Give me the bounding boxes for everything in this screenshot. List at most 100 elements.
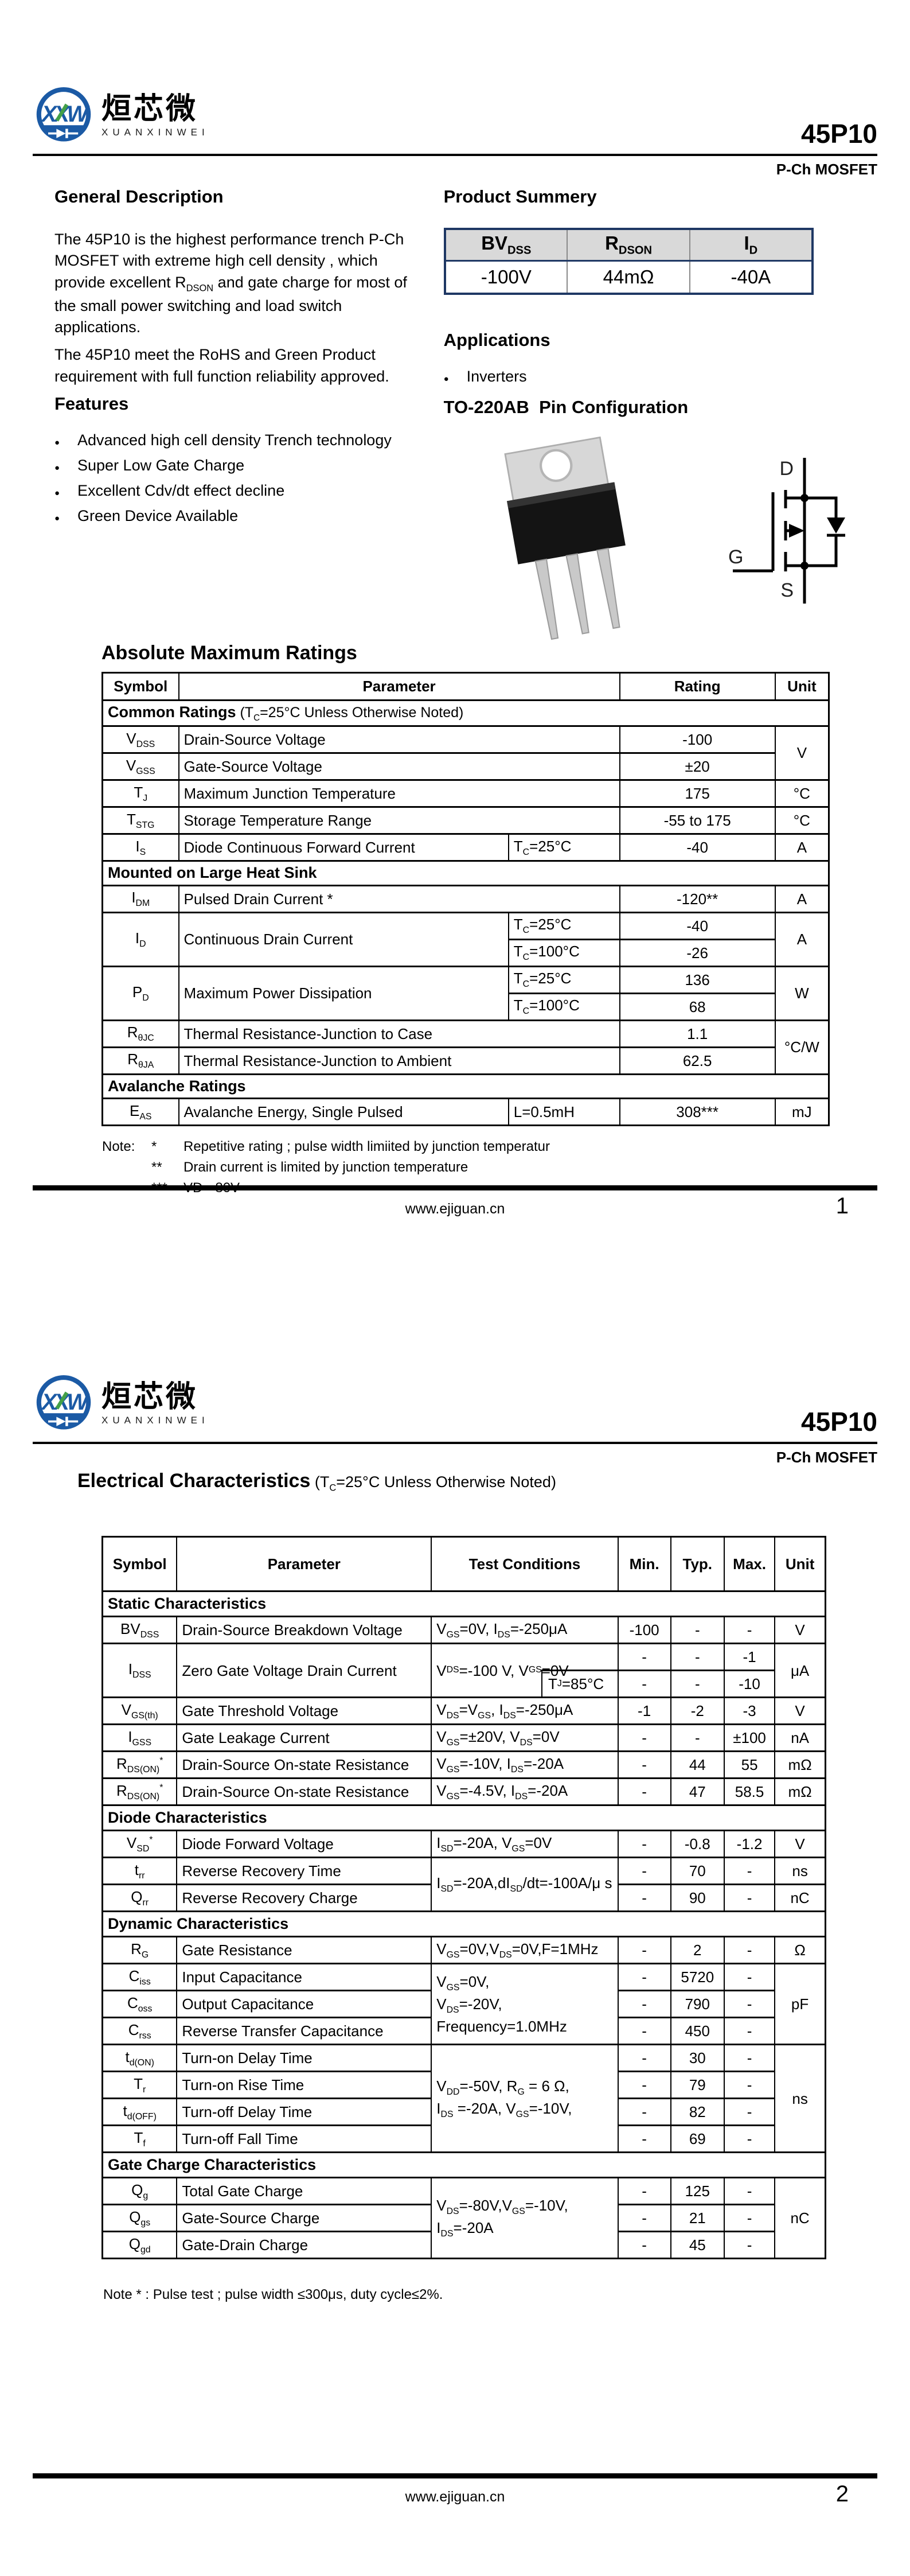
pin-configuration-graphics: D G S bbox=[482, 436, 859, 640]
intro-right-column: Product Summery BVDSS RDSON ID -100V 44mΩ -40… bbox=[431, 186, 856, 639]
cell: A bbox=[774, 884, 830, 913]
cell: 79 bbox=[670, 2071, 725, 2100]
table-row: Ciss Input Capacitance VGS=0V, VDS=-20V, Fre… bbox=[101, 1963, 826, 2046]
cell: Maximum Junction Temperature bbox=[178, 779, 620, 808]
cell: L=0.5mH bbox=[507, 1098, 620, 1127]
cell: TJ bbox=[101, 779, 179, 808]
cell: - bbox=[723, 2204, 776, 2233]
table-row: IS Diode Continuous Forward Current TC=25°… bbox=[101, 833, 830, 862]
cell: - bbox=[617, 1884, 671, 1913]
cell: RθJC bbox=[101, 1019, 179, 1048]
table-row: Qg Total Gate Charge VDS=-80V,VGS=-10V, ID… bbox=[101, 2177, 826, 2260]
product-summary: BVDSS RDSON ID -100V 44mΩ -40A bbox=[443, 227, 856, 295]
footer-url: www.ejiguan.cn bbox=[405, 1201, 505, 1217]
table-row: RDS(ON)* Drain-Source On-state Resistance… bbox=[101, 1777, 826, 1807]
drain-pin-label: D bbox=[779, 458, 794, 480]
cell: trr bbox=[101, 1857, 178, 1886]
bullet-icon bbox=[54, 482, 77, 500]
cell: IGSS bbox=[101, 1723, 178, 1753]
table-section-row: Avalanche Ratings bbox=[101, 1073, 830, 1100]
cell: RDS(ON)* bbox=[101, 1750, 178, 1780]
cell: 47 bbox=[670, 1777, 725, 1807]
brand-name: 烜芯微 XUANXINWEI bbox=[101, 94, 209, 138]
cell: RθJA bbox=[101, 1046, 179, 1075]
cell: - bbox=[617, 1643, 671, 1672]
general-description-paragraph: The 45P10 is the highest performance tre… bbox=[54, 230, 407, 336]
cell: IDM bbox=[101, 884, 179, 913]
cell: -120** bbox=[619, 884, 776, 913]
electrical-characteristics-table: Symbol Parameter Test Conditions Min. Typ. Ma… bbox=[101, 1536, 826, 2260]
cell: A bbox=[774, 833, 830, 862]
cell: - bbox=[617, 1990, 671, 2019]
cell: Turn-off Fall Time bbox=[176, 2124, 432, 2154]
cell: 5720 bbox=[670, 1963, 725, 1992]
intro-left-column: General Description The 45P10 is the hig… bbox=[54, 186, 431, 639]
cell: -40 bbox=[619, 833, 776, 862]
general-description-title: General Description bbox=[54, 186, 224, 207]
device-type: P-Ch MOSFET bbox=[776, 1449, 877, 1466]
cell: RG bbox=[101, 1936, 178, 1965]
cell: TSTG bbox=[101, 806, 179, 835]
cell: Reverse Recovery Time bbox=[176, 1857, 432, 1886]
cell: Turn-on Delay Time bbox=[176, 2044, 432, 2073]
cell: - bbox=[617, 1777, 671, 1807]
cell: PD bbox=[101, 965, 179, 1021]
cell: ISD=-20A, VGS=0V bbox=[431, 1830, 619, 1859]
brand-name: 烜芯微 XUANXINWEI bbox=[101, 1382, 209, 1426]
column-header: Parameter bbox=[178, 672, 620, 701]
cell: VGS=0V, IDS=-250μA bbox=[431, 1616, 619, 1645]
cell: -55 to 175 bbox=[619, 806, 776, 835]
cell: Avalanche Energy, Single Pulsed bbox=[178, 1098, 509, 1127]
list-item-label: Inverters bbox=[466, 367, 527, 385]
column-header: RDSON bbox=[567, 228, 691, 262]
page-footer: www.ejiguan.cn 1 bbox=[33, 1185, 877, 1219]
table-row: TSTG Storage Temperature Range -55 to 175 °… bbox=[101, 806, 830, 835]
cell: - bbox=[723, 1884, 776, 1913]
cell: 308*** bbox=[619, 1098, 776, 1127]
features-title: Features bbox=[54, 393, 129, 414]
cell: Ω bbox=[774, 1936, 826, 1965]
bullet-icon bbox=[54, 431, 77, 449]
column-header: Rating bbox=[619, 672, 776, 701]
cell: VGS(th) bbox=[101, 1696, 178, 1726]
brand-logo: XXW 烜芯微 XUANXINWEI bbox=[33, 85, 209, 147]
cell: V DS =-100 V, V GS =0V T J =85°C bbox=[431, 1643, 619, 1699]
cell: Gate-Source Voltage bbox=[178, 752, 620, 781]
cell: -1.2 bbox=[723, 1830, 776, 1859]
cell: -40 bbox=[619, 911, 776, 940]
cell: V bbox=[774, 725, 830, 781]
cell: - bbox=[723, 1616, 776, 1645]
cell: 175 bbox=[619, 779, 776, 808]
product-summary-title: Product Summery bbox=[443, 186, 597, 207]
cell: RDS(ON)* bbox=[101, 1777, 178, 1807]
cell: Drain-Source Breakdown Voltage bbox=[176, 1616, 432, 1645]
cell: TC=100°C bbox=[507, 992, 620, 1021]
cell: Diode Continuous Forward Current bbox=[178, 833, 509, 862]
cell: 82 bbox=[670, 2098, 725, 2127]
table-section-row: Static Characteristics bbox=[101, 1590, 826, 1618]
list-item: Super Low Gate Charge bbox=[54, 453, 431, 478]
cell: Diode Forward Voltage bbox=[176, 1830, 432, 1859]
cell: nA bbox=[774, 1723, 826, 1753]
cell: Thermal Resistance-Junction to Ambient bbox=[178, 1046, 620, 1075]
cell: Tr bbox=[101, 2071, 178, 2100]
cell: Gate Leakage Current bbox=[176, 1723, 432, 1753]
cell: VGS=±20V, VDS=0V bbox=[431, 1723, 619, 1753]
note-marker: * bbox=[151, 1139, 157, 1155]
cell: VGS=-10V, IDS=-20A bbox=[431, 1750, 619, 1780]
table-row: td(ON) Turn-on Delay Time VDD=-50V, RG = 6… bbox=[101, 2044, 826, 2154]
cell: ±100 bbox=[723, 1723, 776, 1753]
table-row: VSD* Diode Forward Voltage ISD=-20A, VGS=0… bbox=[101, 1830, 826, 1859]
cell: -26 bbox=[619, 938, 776, 967]
cell: IDSS bbox=[101, 1643, 178, 1699]
cell: - bbox=[617, 1857, 671, 1886]
page2-note: Note * : Pulse test ; pulse width ≤300μs… bbox=[103, 2287, 443, 2303]
cell: ns bbox=[774, 1857, 826, 1886]
to220-package-image bbox=[504, 436, 626, 640]
list-item-label: Green Device Available bbox=[77, 507, 239, 524]
cell: - bbox=[617, 2177, 671, 2206]
cell: 2 bbox=[670, 1936, 725, 1965]
cell: Gate-Drain Charge bbox=[176, 2231, 432, 2260]
cell: nC bbox=[774, 1884, 826, 1913]
